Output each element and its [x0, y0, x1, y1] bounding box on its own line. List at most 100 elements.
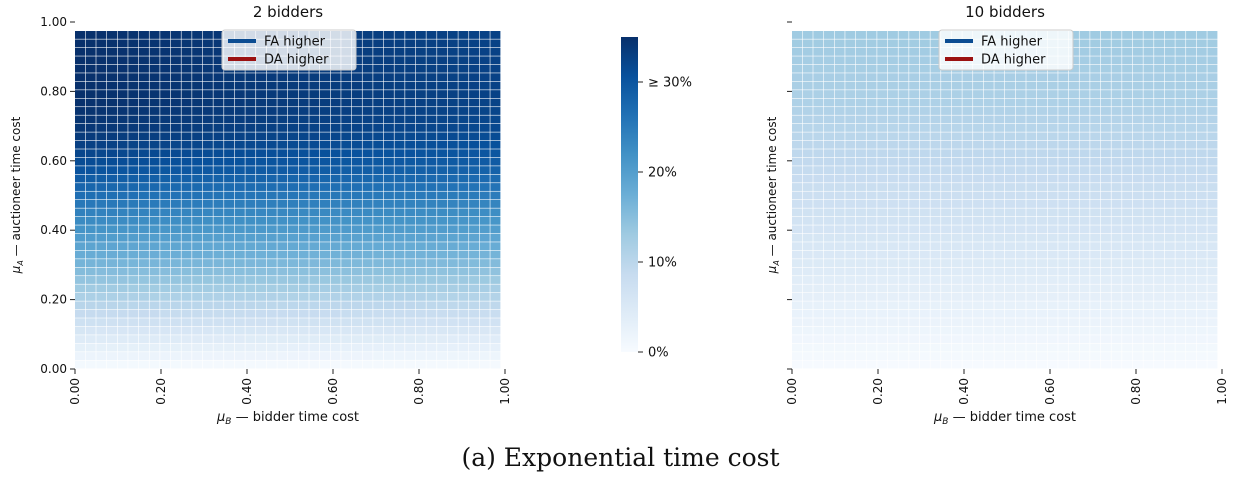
heatmap-cell: [1111, 233, 1122, 242]
heatmap-cell: [351, 352, 362, 360]
heatmap-cell: [994, 183, 1005, 191]
heatmap-cell: [1164, 267, 1175, 276]
heatmap-cell: [887, 90, 898, 98]
heatmap-cell: [469, 326, 480, 335]
heatmap-cell: [813, 352, 824, 360]
heatmap-cell: [96, 174, 107, 183]
heatmap-cell: [288, 183, 299, 191]
heatmap-cell: [351, 123, 362, 132]
heatmap-cell: [1164, 352, 1175, 360]
heatmap-cell: [1036, 149, 1047, 158]
heatmap-cell: [1036, 166, 1047, 175]
heatmap-cell: [1132, 208, 1143, 217]
heatmap-cell: [298, 191, 309, 200]
heatmap-cell: [426, 259, 437, 267]
heatmap-cell: [437, 284, 448, 293]
heatmap-cell: [138, 267, 149, 276]
heatmap-cell: [213, 31, 224, 39]
heatmap-cell: [277, 149, 288, 158]
heatmap-cell: [277, 208, 288, 217]
heatmap-cell: [479, 123, 490, 132]
heatmap-cell: [319, 360, 330, 369]
heatmap-cell: [898, 73, 909, 82]
heatmap-cell: [117, 174, 128, 183]
y-tick-label: 1.00: [40, 15, 67, 29]
heatmap-cell: [941, 292, 952, 301]
heatmap-cell: [909, 73, 920, 82]
heatmap-cell: [351, 200, 362, 208]
heatmap-cell: [469, 90, 480, 98]
heatmap-cell: [128, 284, 139, 293]
heatmap-cell: [415, 90, 426, 98]
heatmap-cell: [930, 208, 941, 217]
heatmap-cell: [909, 64, 920, 73]
heatmap-cell: [128, 39, 139, 48]
heatmap-cell: [983, 123, 994, 132]
heatmap-cell: [192, 301, 203, 310]
heatmap-cell: [469, 132, 480, 141]
heatmap-cell: [469, 39, 480, 48]
heatmap-cell: [1111, 73, 1122, 82]
heatmap-cell: [973, 335, 984, 344]
heatmap-cell: [437, 233, 448, 242]
heatmap-cell: [1111, 157, 1122, 166]
heatmap-cell: [898, 292, 909, 301]
heatmap-cell: [823, 149, 834, 158]
heatmap-cell: [941, 242, 952, 251]
heatmap-cell: [792, 242, 803, 251]
heatmap-cell: [277, 200, 288, 208]
heatmap-cell: [973, 352, 984, 360]
heatmap-cell: [802, 64, 813, 73]
heatmap-cell: [383, 174, 394, 183]
heatmap-cell: [1090, 352, 1101, 360]
heatmap-cell: [319, 276, 330, 284]
heatmap-cell: [802, 200, 813, 208]
heatmap-cell: [245, 309, 256, 318]
heatmap-cell: [458, 81, 469, 90]
heatmap-cell: [394, 276, 405, 284]
heatmap-cell: [919, 292, 930, 301]
heatmap-cell: [213, 56, 224, 65]
heatmap-cell: [447, 183, 458, 191]
heatmap-cell: [298, 81, 309, 90]
heatmap-cell: [845, 140, 856, 149]
heatmap-cell: [458, 335, 469, 344]
heatmap-cell: [898, 90, 909, 98]
heatmap-cell: [192, 360, 203, 369]
heatmap-cell: [202, 56, 213, 65]
heatmap-cell: [106, 360, 117, 369]
heatmap-cell: [437, 276, 448, 284]
heatmap-cell: [192, 259, 203, 267]
heatmap-cell: [330, 107, 341, 115]
heatmap-cell: [96, 343, 107, 352]
heatmap-cell: [792, 81, 803, 90]
heatmap-cell: [983, 335, 994, 344]
heatmap-cell: [930, 216, 941, 225]
heatmap-cell: [792, 352, 803, 360]
heatmap-cell: [149, 208, 160, 217]
heatmap-cell: [813, 360, 824, 369]
heatmap-cell: [415, 225, 426, 234]
heatmap-cell: [792, 140, 803, 149]
heatmap-cell: [234, 174, 245, 183]
heatmap-cell: [813, 73, 824, 82]
heatmap-cell: [341, 250, 352, 259]
heatmap-cell: [96, 73, 107, 82]
heatmap-cell: [277, 73, 288, 82]
heatmap-cell: [266, 216, 277, 225]
heatmap-cell: [245, 115, 256, 124]
heatmap-cell: [1005, 98, 1016, 107]
heatmap-cell: [792, 267, 803, 276]
heatmap-cell: [437, 81, 448, 90]
heatmap-cell: [983, 73, 994, 82]
heatmap-cell: [288, 318, 299, 327]
heatmap-cell: [330, 90, 341, 98]
heatmap-cell: [106, 259, 117, 267]
heatmap-cell: [1207, 208, 1218, 217]
heatmap-cell: [834, 343, 845, 352]
heatmap-cell: [1058, 81, 1069, 90]
heatmap-cell: [362, 360, 373, 369]
heatmap-cell: [479, 157, 490, 166]
heatmap-cell: [994, 200, 1005, 208]
heatmap-cell: [834, 216, 845, 225]
